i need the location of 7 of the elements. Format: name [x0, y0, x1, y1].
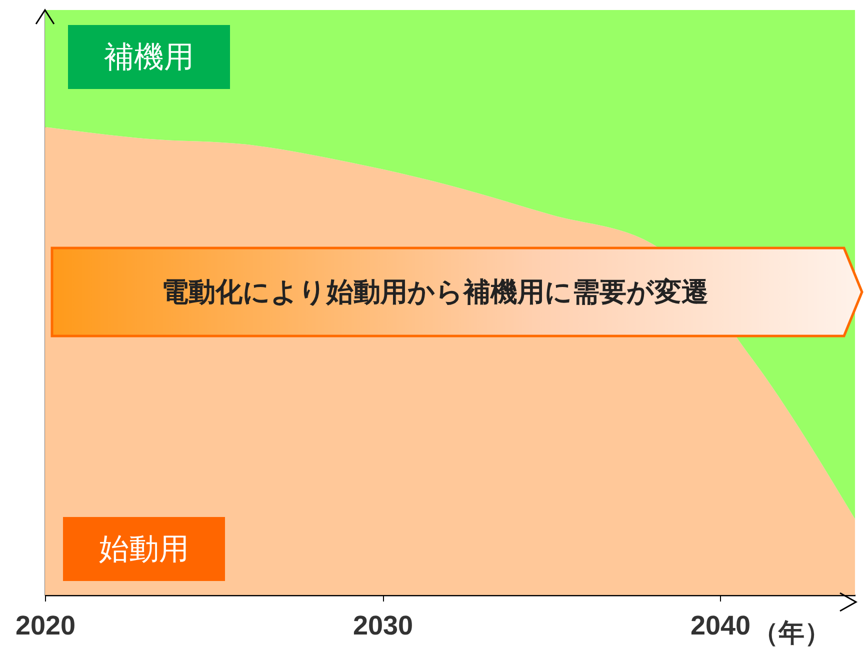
series-label: 補機用 [68, 25, 230, 89]
series-label: 始動用 [63, 517, 225, 581]
x-tick-label: 2030 [352, 610, 414, 640]
x-axis-title: （年） [752, 618, 830, 648]
x-tick-label: 2020 [15, 610, 76, 640]
x-tick-label: 2040 [690, 610, 751, 640]
annotation: 電動化により始動用から補機用に需要が変遷 [160, 276, 710, 310]
